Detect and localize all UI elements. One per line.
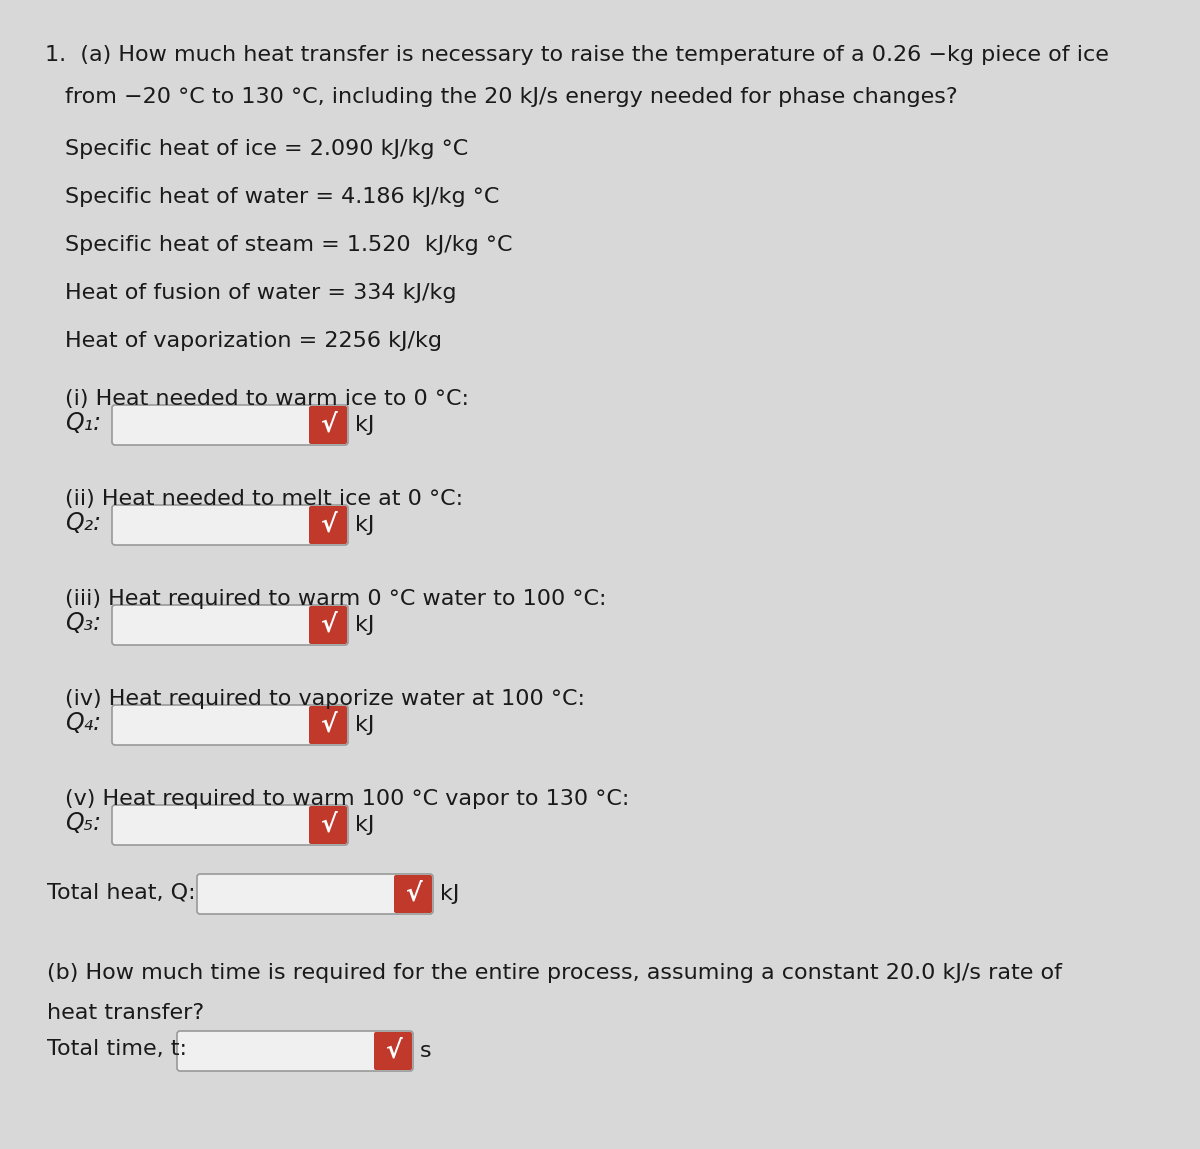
Text: kJ: kJ: [355, 715, 374, 735]
Text: Q₅:: Q₅:: [65, 811, 101, 835]
FancyBboxPatch shape: [112, 705, 348, 745]
FancyBboxPatch shape: [310, 506, 347, 543]
FancyBboxPatch shape: [374, 1032, 412, 1070]
Text: √: √: [319, 813, 336, 836]
Text: Specific heat of water = 4.186 kJ/kg °C: Specific heat of water = 4.186 kJ/kg °C: [65, 187, 499, 207]
Text: kJ: kJ: [355, 615, 374, 635]
Text: √: √: [319, 512, 336, 537]
Text: kJ: kJ: [355, 515, 374, 535]
Text: kJ: kJ: [440, 884, 460, 904]
Text: Q₂:: Q₂:: [65, 511, 101, 535]
FancyBboxPatch shape: [112, 805, 348, 845]
FancyBboxPatch shape: [178, 1031, 413, 1071]
Text: √: √: [319, 412, 336, 437]
FancyBboxPatch shape: [394, 876, 432, 913]
FancyBboxPatch shape: [310, 606, 347, 643]
Text: (iv) Heat required to vaporize water at 100 °C:: (iv) Heat required to vaporize water at …: [65, 689, 586, 709]
Text: Specific heat of ice = 2.090 kJ/kg °C: Specific heat of ice = 2.090 kJ/kg °C: [65, 139, 468, 159]
Text: (i) Heat needed to warm ice to 0 °C:: (i) Heat needed to warm ice to 0 °C:: [65, 390, 469, 409]
FancyBboxPatch shape: [112, 404, 348, 445]
Text: Q₃:: Q₃:: [65, 611, 101, 635]
Text: Q₁:: Q₁:: [65, 411, 101, 435]
Text: Heat of vaporization = 2256 kJ/kg: Heat of vaporization = 2256 kJ/kg: [65, 331, 442, 350]
Text: √: √: [385, 1039, 401, 1063]
Text: kJ: kJ: [355, 415, 374, 435]
Text: from −20 °C to 130 °C, including the 20 kJ/s energy needed for phase changes?: from −20 °C to 130 °C, including the 20 …: [65, 87, 958, 107]
FancyBboxPatch shape: [310, 805, 347, 845]
FancyBboxPatch shape: [310, 406, 347, 444]
Text: heat transfer?: heat transfer?: [47, 1003, 204, 1023]
Text: 1.  (a) How much heat transfer is necessary to raise the temperature of a 0.26 −: 1. (a) How much heat transfer is necessa…: [46, 45, 1109, 65]
FancyBboxPatch shape: [112, 606, 348, 645]
Text: Total heat, Q:: Total heat, Q:: [47, 882, 196, 902]
Text: Total time, t:: Total time, t:: [47, 1040, 187, 1059]
FancyBboxPatch shape: [310, 705, 347, 745]
Text: (ii) Heat needed to melt ice at 0 °C:: (ii) Heat needed to melt ice at 0 °C:: [65, 489, 463, 509]
Text: s: s: [420, 1041, 432, 1061]
FancyBboxPatch shape: [112, 506, 348, 545]
Text: Specific heat of steam = 1.520  kJ/kg °C: Specific heat of steam = 1.520 kJ/kg °C: [65, 236, 512, 255]
Text: kJ: kJ: [355, 815, 374, 835]
Text: (iii) Heat required to warm 0 °C water to 100 °C:: (iii) Heat required to warm 0 °C water t…: [65, 589, 606, 609]
Text: Heat of fusion of water = 334 kJ/kg: Heat of fusion of water = 334 kJ/kg: [65, 283, 456, 303]
Text: √: √: [404, 882, 421, 907]
FancyBboxPatch shape: [197, 874, 433, 913]
Text: Q₄:: Q₄:: [65, 711, 101, 735]
Text: (v) Heat required to warm 100 °C vapor to 130 °C:: (v) Heat required to warm 100 °C vapor t…: [65, 789, 629, 809]
Text: (b) How much time is required for the entire process, assuming a constant 20.0 k: (b) How much time is required for the en…: [47, 963, 1062, 984]
Text: √: √: [319, 614, 336, 637]
Text: √: √: [319, 714, 336, 737]
